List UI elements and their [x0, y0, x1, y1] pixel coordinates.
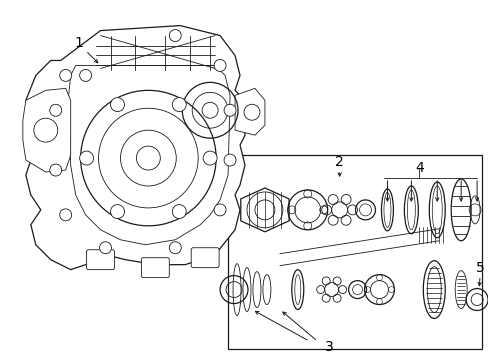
Circle shape: [100, 242, 111, 254]
FancyBboxPatch shape: [86, 250, 114, 270]
Circle shape: [169, 242, 181, 254]
Text: 3: 3: [325, 340, 333, 354]
FancyBboxPatch shape: [141, 258, 169, 278]
FancyBboxPatch shape: [191, 248, 219, 268]
Circle shape: [80, 69, 91, 81]
Text: 5: 5: [475, 261, 484, 275]
Circle shape: [60, 69, 72, 81]
Circle shape: [214, 59, 225, 71]
Text: 2: 2: [335, 155, 343, 169]
Circle shape: [80, 151, 93, 165]
Text: 4: 4: [414, 161, 423, 175]
Circle shape: [50, 164, 61, 176]
Circle shape: [60, 209, 72, 221]
Circle shape: [110, 204, 124, 219]
Circle shape: [203, 151, 217, 165]
Circle shape: [110, 98, 124, 112]
Polygon shape: [26, 26, 244, 270]
Circle shape: [224, 104, 236, 116]
Circle shape: [214, 204, 225, 216]
Bar: [227, 155, 481, 349]
Polygon shape: [240, 188, 288, 232]
Circle shape: [50, 104, 61, 116]
Polygon shape: [235, 88, 264, 135]
Circle shape: [224, 154, 236, 166]
Circle shape: [172, 204, 186, 219]
Text: 1: 1: [74, 36, 83, 50]
Circle shape: [172, 98, 186, 112]
Circle shape: [169, 30, 181, 41]
Polygon shape: [23, 88, 71, 172]
